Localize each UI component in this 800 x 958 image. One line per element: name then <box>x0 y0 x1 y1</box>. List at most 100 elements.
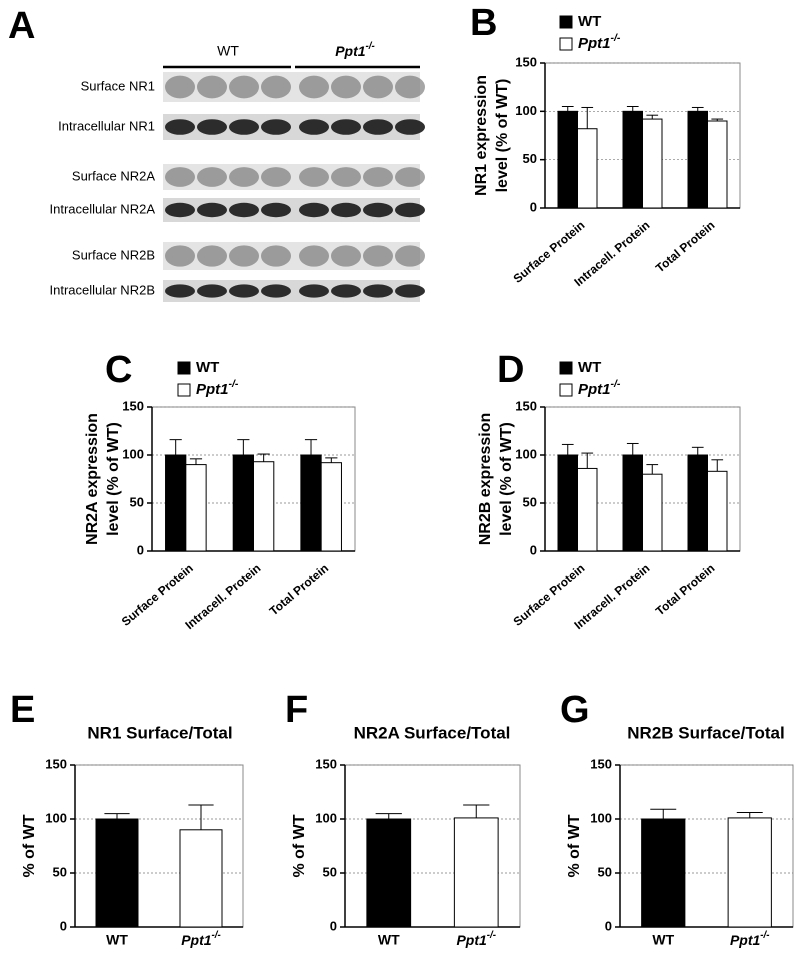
blot-band <box>331 202 361 218</box>
group-label: Ppt1-/- <box>335 41 375 59</box>
bar <box>577 467 598 552</box>
blot-band <box>299 119 329 135</box>
y-tick-label: 0 <box>530 542 537 557</box>
y-axis-label: % of WT <box>291 814 308 877</box>
legend-swatch <box>177 361 191 375</box>
y-axis-label: level (% of WT) <box>105 422 122 536</box>
panel-label: E <box>10 689 35 731</box>
y-tick-label: 150 <box>315 756 337 771</box>
bar <box>687 454 708 552</box>
y-tick-label: 50 <box>323 864 337 879</box>
blot-band <box>229 284 259 298</box>
blot-band <box>331 75 361 99</box>
blot-band <box>299 245 329 267</box>
legend-label: WT <box>578 13 601 30</box>
y-tick-label: 50 <box>523 151 537 166</box>
panel-label: C <box>105 349 132 391</box>
y-tick-label: 0 <box>60 918 67 933</box>
blot-band <box>395 202 425 218</box>
blot-band <box>165 245 195 267</box>
blot-strips <box>163 72 425 302</box>
y-tick-label: 0 <box>330 918 337 933</box>
blot-band <box>197 75 227 99</box>
blot-band <box>261 119 291 135</box>
bar <box>641 818 686 928</box>
y-tick-label: 0 <box>530 199 537 214</box>
blot-band <box>165 167 195 187</box>
bar <box>687 110 708 209</box>
y-axis-label: NR2A expression <box>84 413 101 545</box>
y-tick-label: 100 <box>515 446 537 461</box>
bar <box>642 473 663 552</box>
blot-band <box>229 202 259 218</box>
bar <box>320 462 342 552</box>
blot-band <box>395 167 425 187</box>
legend-swatch <box>559 383 573 397</box>
group-label: WT <box>217 43 239 59</box>
bar <box>253 461 275 552</box>
blot-band <box>299 202 329 218</box>
blot-band <box>261 167 291 187</box>
y-tick-label: 150 <box>590 756 612 771</box>
panel-label: B <box>470 2 497 44</box>
y-tick-label: 50 <box>53 864 67 879</box>
blot-band <box>261 245 291 267</box>
blot-band <box>331 245 361 267</box>
row-label: Intracellular NR2A <box>50 201 156 216</box>
blot-band <box>229 245 259 267</box>
blot-band <box>331 284 361 298</box>
bar <box>707 470 728 552</box>
blot-band <box>165 284 195 298</box>
blot-band <box>165 119 195 135</box>
legend-swatch <box>559 15 573 29</box>
x-tick-label: WT <box>106 932 128 948</box>
legend-label: Ppt1-/- <box>578 378 621 398</box>
legend-label: WT <box>578 359 601 376</box>
bar <box>642 118 663 209</box>
y-tick-label: 0 <box>605 918 612 933</box>
bar <box>232 454 254 552</box>
blot-band <box>331 119 361 135</box>
y-axis-label: % of WT <box>566 814 583 877</box>
row-label: Surface NR2B <box>72 247 155 262</box>
blot-band <box>165 202 195 218</box>
blot-band <box>395 119 425 135</box>
bar <box>727 817 772 928</box>
panel-label: F <box>285 689 308 731</box>
y-tick-label: 50 <box>523 494 537 509</box>
bar <box>453 817 499 928</box>
y-tick-label: 50 <box>130 494 144 509</box>
row-label: Intracellular NR2B <box>50 282 156 297</box>
row-label: Surface NR2A <box>72 168 155 183</box>
y-tick-label: 50 <box>598 864 612 879</box>
y-tick-label: 150 <box>122 398 144 413</box>
bar <box>179 829 223 928</box>
x-tick-label: Ppt1-/- <box>181 930 221 948</box>
blot-band <box>261 202 291 218</box>
blot-band <box>331 167 361 187</box>
x-tick-label: Ppt1-/- <box>730 930 770 948</box>
blot-band <box>197 245 227 267</box>
bar <box>622 110 643 209</box>
y-tick-label: 150 <box>45 756 67 771</box>
blot-band <box>165 75 195 99</box>
blot-band <box>197 202 227 218</box>
bar <box>557 110 578 209</box>
bar <box>95 818 139 928</box>
legend-swatch <box>559 361 573 375</box>
panel-label: G <box>560 689 590 731</box>
bar <box>300 454 322 552</box>
y-tick-label: 150 <box>515 398 537 413</box>
blot-band <box>363 202 393 218</box>
y-axis-label: level (% of WT) <box>494 79 511 193</box>
blot-band <box>197 167 227 187</box>
x-tick-label: WT <box>378 932 400 948</box>
bar <box>622 454 643 552</box>
blot-band <box>299 75 329 99</box>
blot-strip <box>163 280 420 302</box>
y-axis-label: % of WT <box>21 814 38 877</box>
row-label: Intracellular NR1 <box>58 118 155 133</box>
blot-band <box>363 119 393 135</box>
blot-band <box>197 284 227 298</box>
